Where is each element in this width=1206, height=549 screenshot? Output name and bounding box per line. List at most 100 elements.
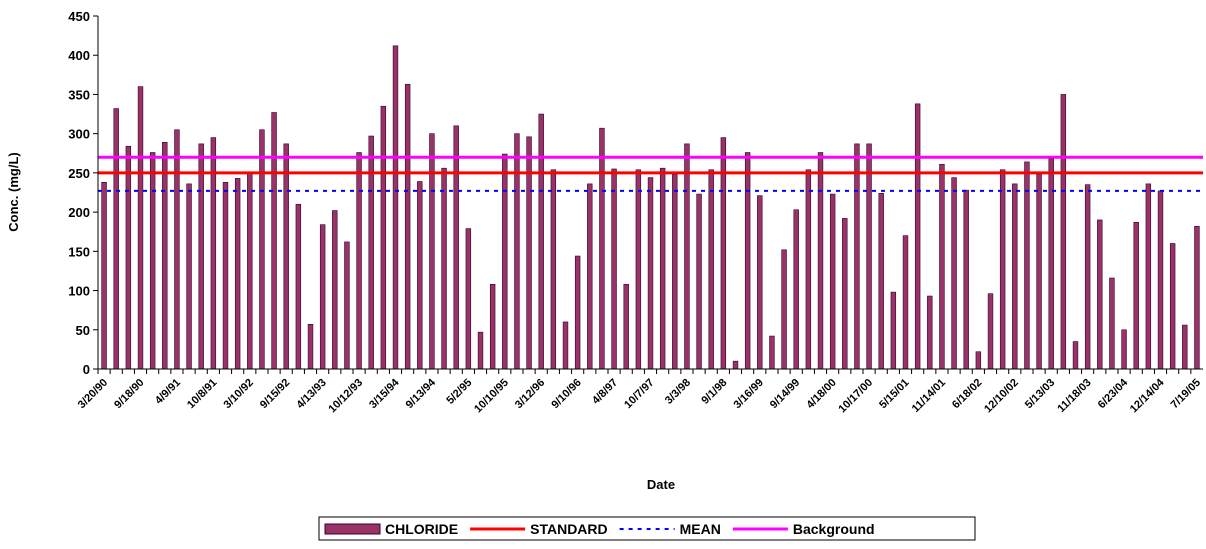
bar <box>805 169 812 370</box>
bar <box>963 189 969 370</box>
bar <box>1084 184 1091 370</box>
bar <box>1157 190 1164 370</box>
x-tick-label: 4/13/93 <box>294 377 328 411</box>
bar <box>1036 174 1042 370</box>
bar <box>927 295 933 370</box>
y-tick-label: 450 <box>68 9 90 24</box>
y-tick-label: 200 <box>68 205 90 220</box>
bar <box>465 228 472 370</box>
bar <box>987 293 994 370</box>
x-tick-label: 3/16/99 <box>731 377 765 411</box>
bar <box>441 167 447 370</box>
bar <box>659 167 666 370</box>
x-tick-label: 12/10/02 <box>982 377 1021 416</box>
x-tick-label: 3/12/96 <box>513 377 547 411</box>
y-tick-label: 50 <box>76 323 90 338</box>
bar <box>1012 183 1018 370</box>
x-tick-label: 3/15/94 <box>367 376 402 411</box>
bar <box>1169 243 1176 370</box>
bar <box>1072 341 1079 370</box>
bar <box>587 183 593 370</box>
x-tick-label: 10/17/00 <box>836 377 875 416</box>
bar <box>1097 219 1103 370</box>
bar <box>1182 324 1188 370</box>
y-tick-label: 350 <box>68 87 90 102</box>
bar <box>939 163 945 370</box>
bar <box>392 45 399 370</box>
y-tick-label: 0 <box>83 362 90 377</box>
bar <box>769 335 775 370</box>
x-tick-label: 9/14/99 <box>768 377 802 411</box>
bar <box>502 153 508 370</box>
bar <box>1194 225 1200 370</box>
bar <box>149 152 156 370</box>
bar <box>890 291 897 370</box>
legend-label: STANDARD <box>530 521 608 537</box>
bar <box>1145 183 1152 370</box>
x-tick-label: 9/13/94 <box>404 376 439 411</box>
bar <box>356 152 362 370</box>
bar <box>878 192 884 370</box>
bar <box>380 105 387 370</box>
bar <box>1024 161 1030 370</box>
y-tick-label: 400 <box>68 48 90 63</box>
bar <box>489 283 496 370</box>
bar <box>647 177 654 370</box>
y-tick-label: 150 <box>68 244 90 259</box>
bar <box>307 323 314 370</box>
bar <box>1133 222 1139 370</box>
y-tick-label: 250 <box>68 166 90 181</box>
y-tick-label: 300 <box>68 127 90 142</box>
x-tick-label: 10/7/97 <box>622 377 656 411</box>
bar <box>174 129 180 370</box>
x-tick-label: 5/13/03 <box>1023 377 1057 411</box>
y-axis-title: Conc. (mg/L) <box>6 152 21 231</box>
bar <box>793 209 799 370</box>
x-tick-label: 6/23/04 <box>1096 376 1131 411</box>
x-tick-label: 6/18/02 <box>950 377 984 411</box>
bar <box>1109 277 1115 370</box>
bar <box>562 321 569 370</box>
bar <box>623 283 629 370</box>
bar <box>101 182 107 370</box>
x-tick-label: 3/3/98 <box>663 377 693 407</box>
x-tick-label: 3/10/92 <box>221 377 255 411</box>
x-tick-label: 12/14/04 <box>1128 376 1167 415</box>
bar <box>234 178 241 370</box>
bar <box>672 174 678 370</box>
x-tick-label: 11/14/01 <box>910 377 948 415</box>
bar <box>951 177 957 370</box>
bar <box>1060 94 1067 370</box>
x-tick-label: 4/8/97 <box>590 377 620 407</box>
x-tick-label: 9/1/98 <box>699 377 729 407</box>
bar <box>684 143 690 370</box>
bar <box>477 331 484 370</box>
bar <box>453 125 459 370</box>
x-tick-label: 10/12/93 <box>326 377 365 416</box>
bar <box>283 143 289 370</box>
x-tick-label: 5/15/01 <box>877 377 911 411</box>
bar <box>222 182 229 370</box>
bar <box>259 129 265 370</box>
x-tick-label: 9/15/92 <box>258 377 292 411</box>
legend-label: Background <box>793 521 875 537</box>
bar <box>332 210 338 370</box>
bar <box>829 193 836 370</box>
bar <box>574 255 581 370</box>
bar <box>538 113 544 370</box>
x-axis-title: Date <box>647 477 675 492</box>
bar <box>866 143 872 370</box>
bar <box>186 183 192 370</box>
bar <box>295 203 302 370</box>
bar <box>696 193 702 370</box>
bar <box>975 351 982 370</box>
x-tick-label: 5/2/95 <box>444 377 474 407</box>
bar <box>611 168 617 370</box>
bar <box>902 235 909 370</box>
bar <box>732 360 739 370</box>
bar <box>429 133 435 370</box>
bar <box>417 181 423 370</box>
bar <box>319 224 326 370</box>
bar <box>137 86 144 370</box>
